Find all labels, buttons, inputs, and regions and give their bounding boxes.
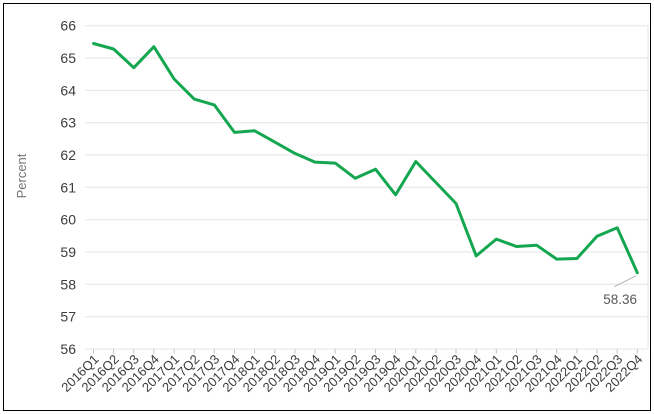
y-tick-label: 65 [60,50,76,66]
y-tick-label: 56 [60,341,76,357]
value-callout: 58.36 [603,292,637,307]
y-tick-label: 61 [60,179,76,195]
y-tick-label: 64 [60,82,76,98]
callout-leader-line [614,275,637,288]
data-series-line [92,42,639,275]
y-tick-label: 63 [60,115,76,131]
y-tick-label: 57 [60,309,76,325]
y-tick-label: 62 [60,147,76,163]
chart-frame [3,3,651,411]
y-tick-label: 58 [60,276,76,292]
y-axis-title: Percent [14,153,29,199]
y-tick-label: 66 [60,18,76,34]
y-tick-label: 59 [60,244,76,260]
y-tick-label: 60 [60,212,76,228]
